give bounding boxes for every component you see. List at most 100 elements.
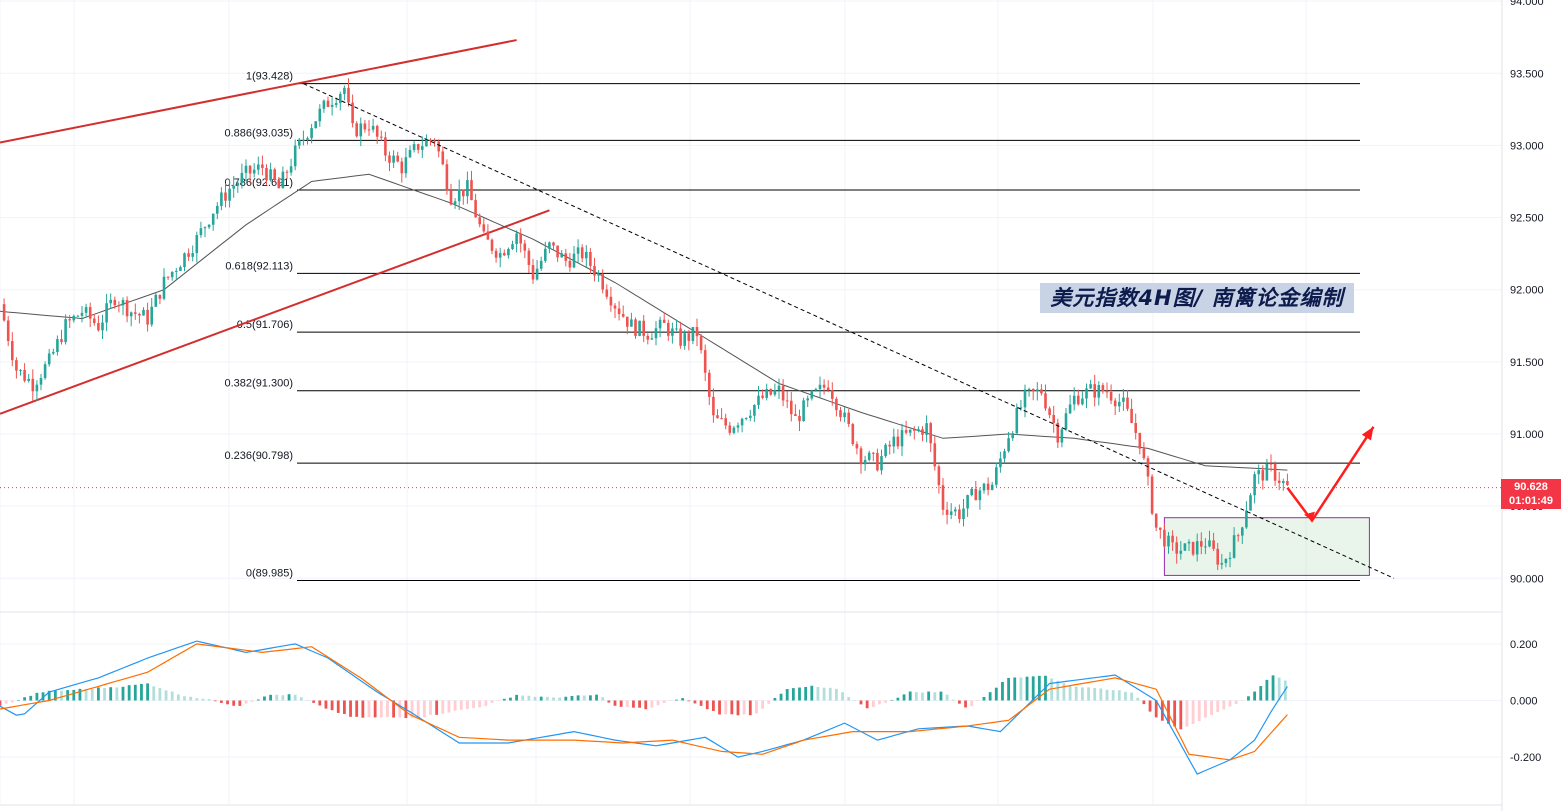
candle-body [839,410,842,418]
macd-histogram-bar [47,690,51,701]
candle-body [695,327,699,337]
dashed-trendline[interactable] [303,83,1395,579]
candle-body [523,243,527,251]
candle-body [314,121,317,129]
candle-body [339,93,342,104]
candle-body [15,360,18,371]
macd-histogram-bar [675,699,678,701]
candle-body [1245,510,1248,528]
trend-channel[interactable] [0,39,550,415]
candle-body [708,372,711,397]
candle-body [679,328,682,346]
macd-histogram-bar [822,687,826,701]
candle-body [392,155,395,163]
candle-body [962,508,965,520]
fib-level-label: 0(89.985) [246,567,293,579]
candle-body [1056,422,1060,443]
projection-arrow[interactable] [1286,426,1375,523]
macd-histogram-bar [687,700,691,702]
macd-histogram-bar [1068,685,1072,701]
macd-axis[interactable]: 0.200 0.000 -0.200 [1510,639,1541,764]
arrow-path [1286,426,1375,523]
candle-body [662,319,666,323]
candle-body [515,233,518,245]
candle-body [1257,470,1260,475]
macd-histogram-bar [662,700,666,703]
candle-body [658,319,662,329]
candle-body [1015,407,1019,434]
macd-histogram-bar [146,683,149,701]
candle-body [191,253,194,257]
candle-body [224,192,227,201]
macd-histogram-bar [742,700,746,715]
consolidation-box[interactable] [1163,517,1370,576]
macd-histogram-bar [170,691,174,701]
macd-histogram-bar [232,700,236,706]
price-axis-tick-label: 94.000 [1510,0,1544,8]
macd-histogram-bar [564,696,568,701]
candle-body [1273,463,1277,481]
macd-histogram-bar [625,700,629,707]
macd-histogram-bar [1099,688,1103,701]
candle-body [244,165,248,173]
macd-histogram-bar [791,688,795,701]
candle-body [31,378,35,392]
candle-body [843,412,846,418]
candle-body [351,102,354,124]
candle-body [60,339,63,343]
candle-body [908,429,912,433]
macd-histogram-bar [1136,697,1140,701]
macd-histogram-bar [515,694,518,701]
candle-body [818,384,822,390]
candle-body [978,490,982,501]
candle-body [527,250,531,266]
candle-body [482,224,486,232]
macd-histogram-bar [115,687,119,701]
macd-histogram-bar [847,697,851,701]
candle-body [134,312,137,314]
macd-histogram-bar [841,692,844,701]
macd-histogram-bar [398,700,402,718]
macd-histogram-bar [1265,679,1269,701]
macd-histogram-bar [422,700,426,718]
candle-body [1036,389,1039,392]
macd-histogram-bar [1130,692,1133,701]
macd-histogram-bar [103,687,106,701]
macd-histogram-bar [1247,696,1250,701]
macd-histogram-bar [902,694,906,701]
macd-histogram-bar [724,700,728,715]
candle-body [76,315,80,317]
candle-body [228,188,231,201]
macd-histogram-bar [570,695,574,701]
macd-histogram-bar [220,700,223,703]
macd-histogram-bar [681,698,685,701]
candle-body [220,192,223,206]
fib-level-label: 0.382(91.300) [225,378,294,390]
candle-body [175,270,178,272]
candle-body [183,253,186,268]
candle-body [347,87,350,103]
candle-body [1179,550,1183,554]
macd-histogram-bar [490,700,494,703]
macd-histogram-bar [644,700,648,710]
candle-body [232,185,235,189]
macd-histogram-bar [1259,686,1263,701]
candle-body [773,390,777,395]
macd-histogram-bar [10,700,14,703]
macd-histogram-bar [1013,677,1017,701]
macd-histogram-bar [373,700,377,718]
macd-histogram-bar [435,700,439,715]
candle-body [35,384,39,392]
chart-title: 美元指数4H图/ 南篱论金编制 [1040,283,1354,313]
candle-body [371,125,375,130]
candle-body [794,414,797,417]
candle-body [162,276,166,299]
fibonacci-retracement[interactable]: 1(93.428)0.886(93.035)0.786(92.691)0.618… [225,71,1361,581]
candle-body [753,404,756,416]
candle-body [1208,540,1211,547]
price-axis[interactable]: 94.000 93.500 93.000 92.500 92.000 91.500 91.0… [1510,0,1544,585]
candle-body [556,245,559,258]
candle-body [609,296,613,306]
macd-histogram-bar [312,700,316,703]
candle-body [93,318,96,324]
